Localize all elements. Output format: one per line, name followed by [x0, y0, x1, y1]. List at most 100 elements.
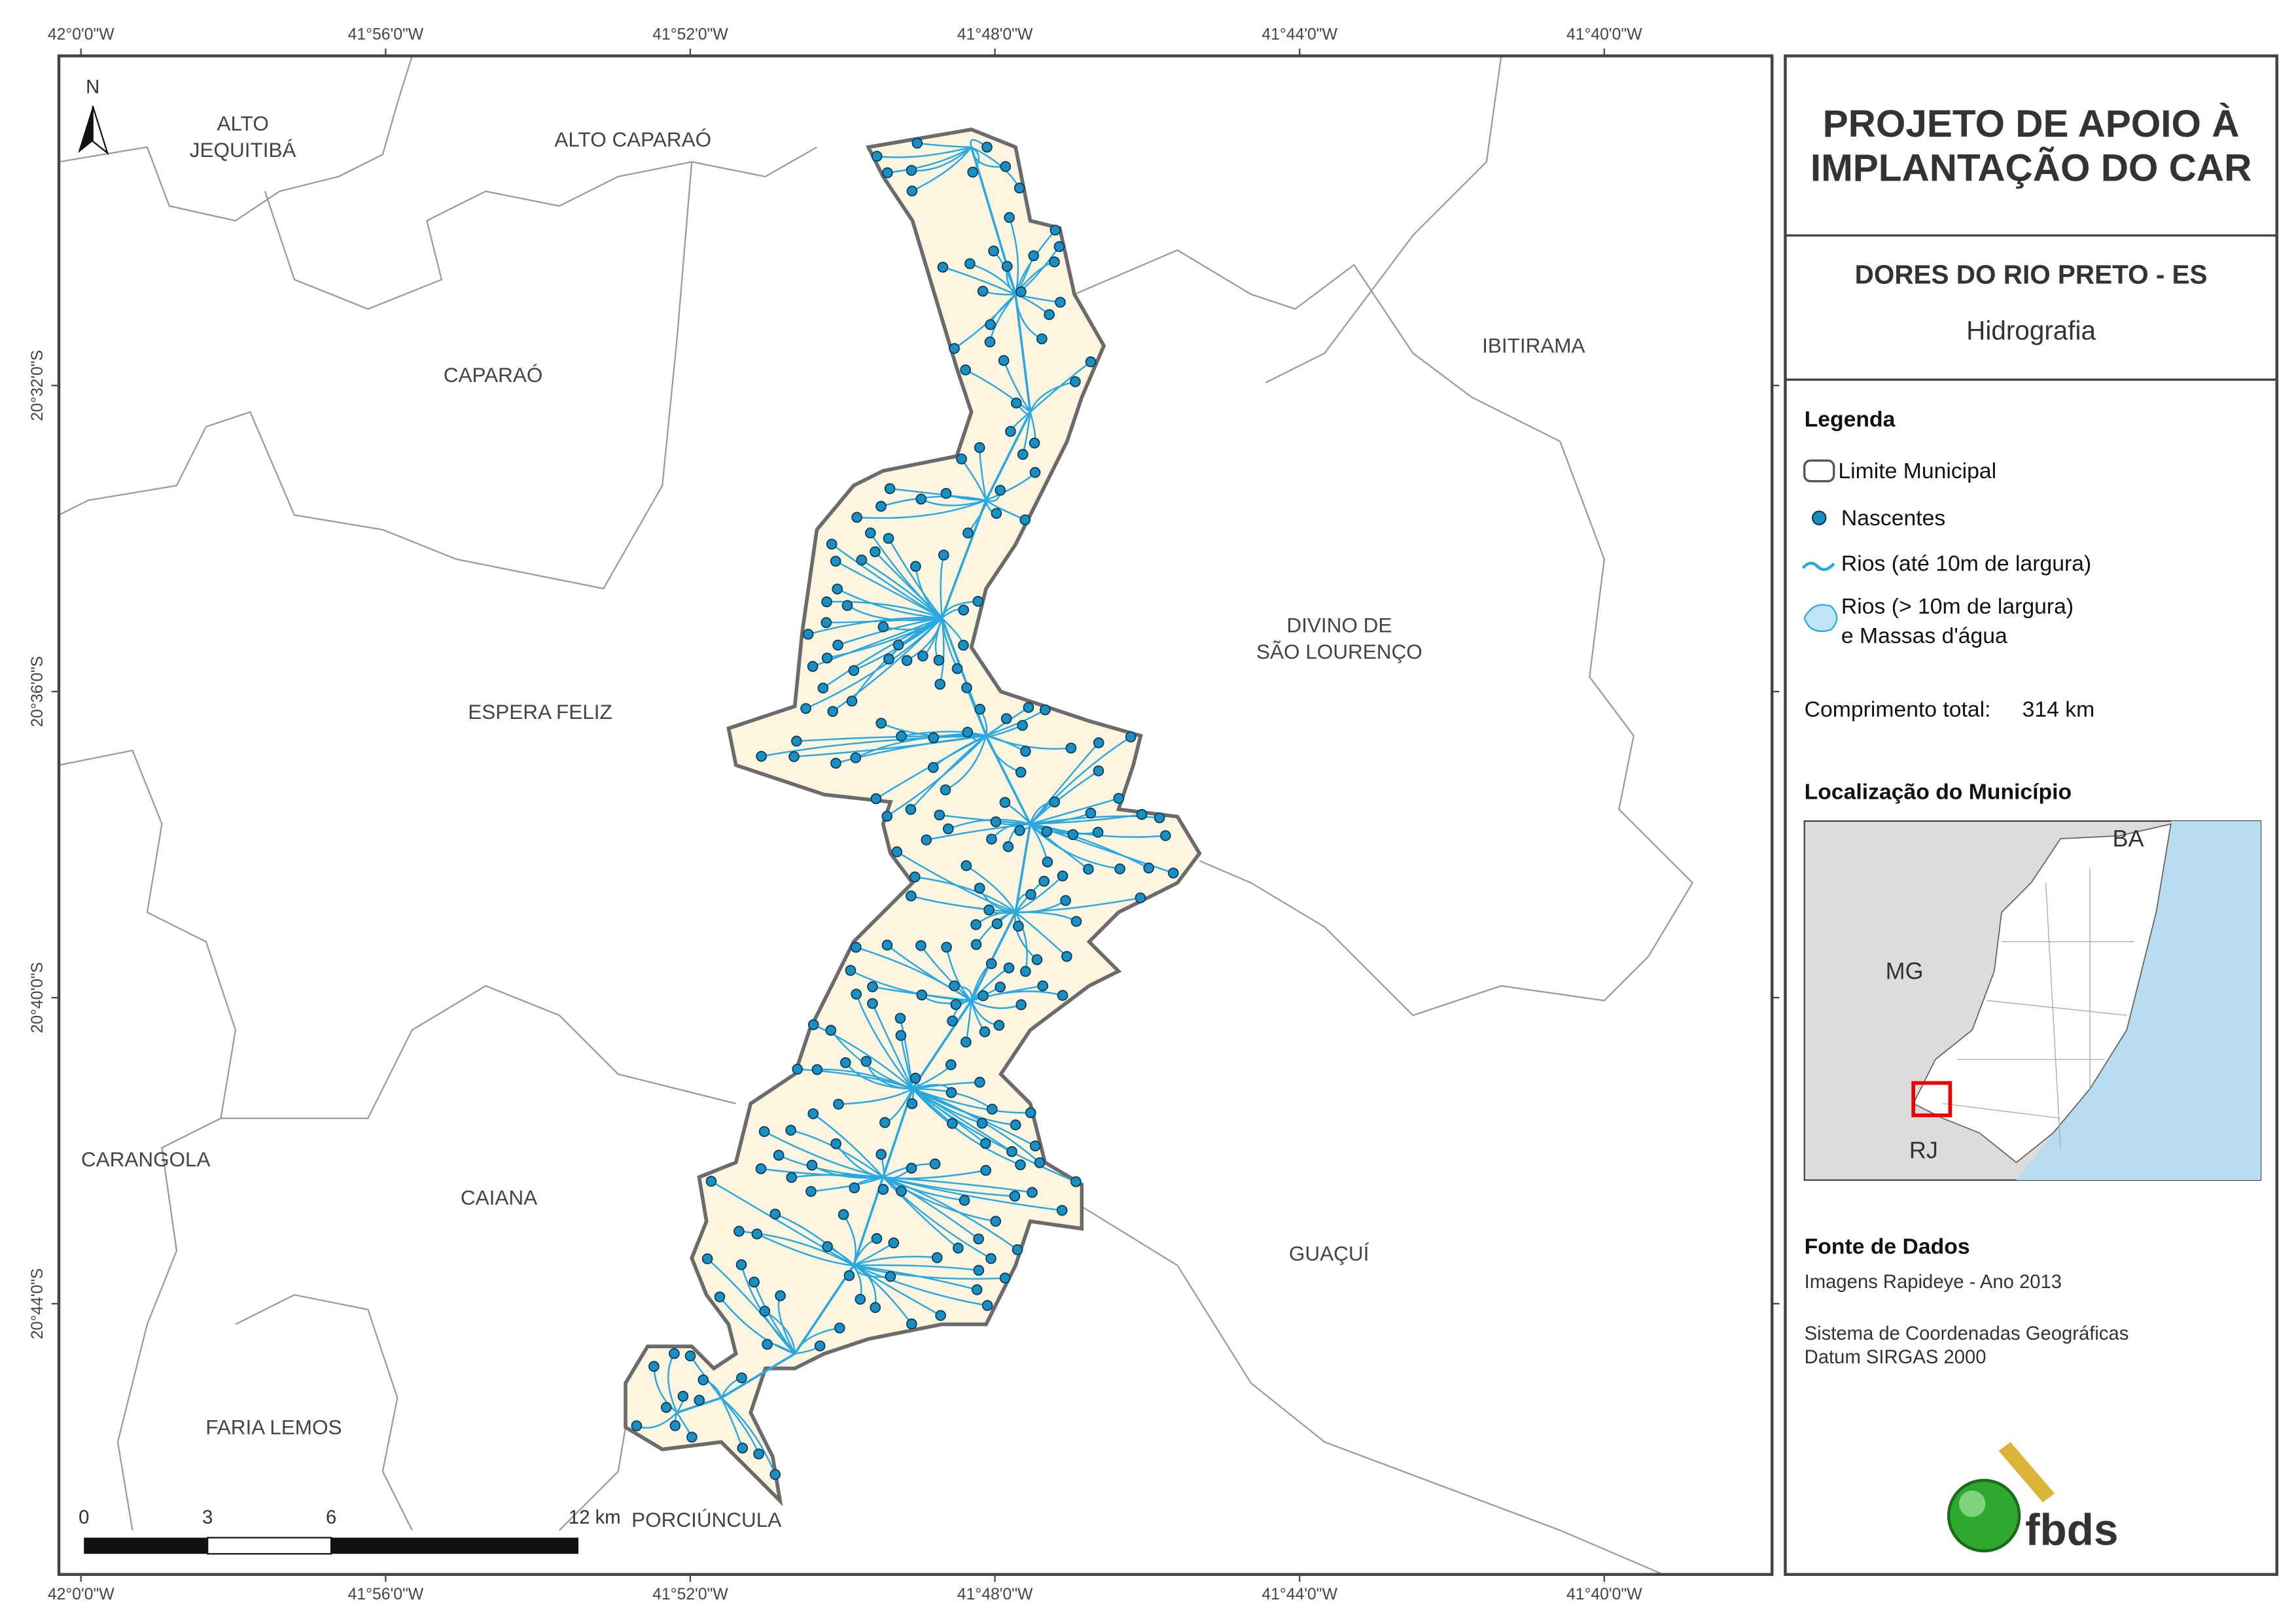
river: [883, 1176, 1063, 1212]
spring: [1016, 999, 1027, 1011]
spring: [991, 508, 1002, 519]
spring: [891, 846, 903, 858]
spring: [1016, 286, 1027, 298]
river: [718, 1296, 796, 1355]
spring: [974, 882, 985, 894]
spring: [960, 1036, 972, 1048]
spring: [759, 1306, 771, 1317]
river: [707, 1258, 796, 1355]
river: [853, 1265, 978, 1291]
spring: [967, 166, 978, 178]
place-label: SÃO LOURENÇO: [1256, 640, 1422, 663]
river: [720, 1397, 776, 1475]
spring: [1000, 161, 1012, 172]
spring: [1015, 767, 1027, 778]
river: [720, 1397, 760, 1455]
spring: [1065, 742, 1077, 754]
spring: [933, 654, 945, 666]
place-label: PORCIÚNCULA: [631, 1508, 781, 1531]
river: [1030, 813, 1142, 825]
river: [912, 1081, 980, 1090]
legend-symbol: [1801, 561, 1835, 571]
spring: [917, 650, 928, 662]
spring: [985, 958, 997, 969]
spring: [1029, 437, 1040, 449]
spring: [928, 761, 939, 773]
river: [985, 735, 1071, 750]
spring: [947, 1118, 958, 1129]
inset-highlight: [1911, 1081, 1952, 1117]
river: [1015, 911, 1068, 957]
spring: [906, 185, 918, 197]
neighbor-boundary: [235, 1294, 413, 1531]
spring: [735, 1259, 747, 1270]
spring: [848, 665, 860, 676]
river: [838, 617, 942, 646]
place-label: JEQUITIBÁ: [190, 138, 296, 162]
spring: [906, 1162, 917, 1174]
spring: [934, 809, 945, 821]
spring: [910, 1072, 921, 1084]
spring: [1049, 796, 1060, 808]
spring: [827, 706, 839, 717]
place-label: IBITIRAMA: [1482, 334, 1585, 357]
spring: [855, 1293, 866, 1305]
spring: [1093, 737, 1104, 748]
spring: [934, 678, 945, 690]
spring: [879, 1117, 891, 1128]
spring: [838, 1209, 849, 1220]
spring: [986, 1104, 998, 1115]
inset-state: [1912, 823, 2172, 1164]
spring: [758, 1126, 770, 1138]
river: [901, 731, 987, 737]
spring: [736, 1372, 747, 1384]
spring: [935, 1310, 946, 1321]
spring: [1017, 720, 1028, 731]
spring: [867, 981, 878, 992]
river: [970, 147, 1006, 168]
spring: [1113, 793, 1125, 804]
spring: [631, 1420, 643, 1431]
scale-segment: [207, 1537, 332, 1555]
sources-title: Fonte de Dados: [1805, 1234, 1970, 1259]
spring: [963, 527, 974, 539]
spring: [896, 731, 907, 742]
legend-symbol: [1811, 510, 1827, 526]
spring: [984, 336, 996, 348]
spring: [1092, 826, 1104, 838]
spring: [972, 595, 984, 607]
location-inset: BA MG RJ: [1803, 820, 2262, 1181]
spring: [906, 1098, 918, 1109]
river: [794, 735, 987, 758]
place-label: CAPARAÓ: [444, 363, 543, 387]
river: [912, 1088, 1016, 1126]
river: [941, 618, 959, 669]
x-coord-label: 41°48'0"W: [957, 1586, 1033, 1603]
spring: [788, 751, 800, 762]
logo-bar: [1998, 1442, 2055, 1503]
x-coord-label: 41°52'0"W: [652, 1586, 728, 1603]
spring: [811, 1064, 823, 1075]
spring: [686, 1431, 698, 1443]
place-label: DIVINO DE: [1286, 614, 1392, 637]
spring: [985, 1253, 997, 1265]
spring: [960, 364, 971, 375]
river: [967, 499, 988, 534]
neighbor-boundary: [558, 1427, 627, 1531]
spring: [942, 823, 954, 835]
spring: [915, 940, 927, 951]
spring: [756, 750, 767, 762]
scale-label: 0: [79, 1507, 89, 1528]
spring: [995, 981, 1006, 993]
spring: [892, 639, 904, 651]
spring: [986, 833, 997, 845]
place-label: ALTO: [217, 112, 269, 135]
spring: [1010, 1119, 1021, 1130]
spring: [817, 682, 829, 694]
river: [877, 146, 972, 158]
spring: [981, 1300, 993, 1311]
spring: [1053, 241, 1065, 253]
legend-item: e Massas d'água: [1841, 623, 2007, 648]
spring: [945, 1087, 957, 1098]
spring: [940, 487, 952, 499]
